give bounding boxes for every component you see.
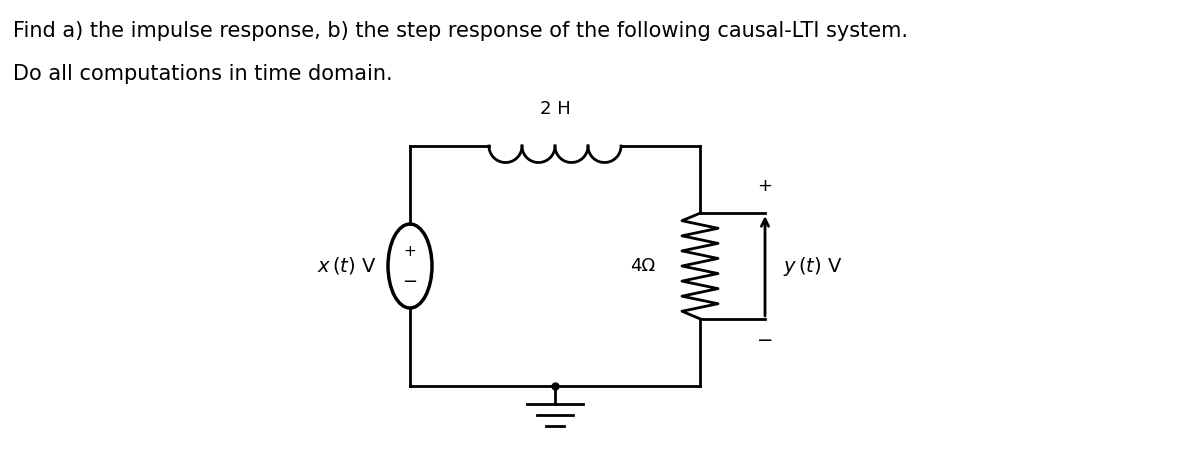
Text: +: + [403,245,416,259]
Text: Find a) the impulse response, b) the step response of the following causal-LTI s: Find a) the impulse response, b) the ste… [13,21,908,41]
Text: 2 H: 2 H [540,100,570,118]
Text: $x\,(t)$ V: $x\,(t)$ V [317,256,376,277]
Text: 4Ω: 4Ω [630,257,655,275]
Text: −: − [757,331,773,350]
Text: $y\,(t)$ V: $y\,(t)$ V [784,255,842,278]
Text: −: − [402,273,418,291]
Text: Do all computations in time domain.: Do all computations in time domain. [13,64,392,84]
Text: +: + [757,177,773,195]
